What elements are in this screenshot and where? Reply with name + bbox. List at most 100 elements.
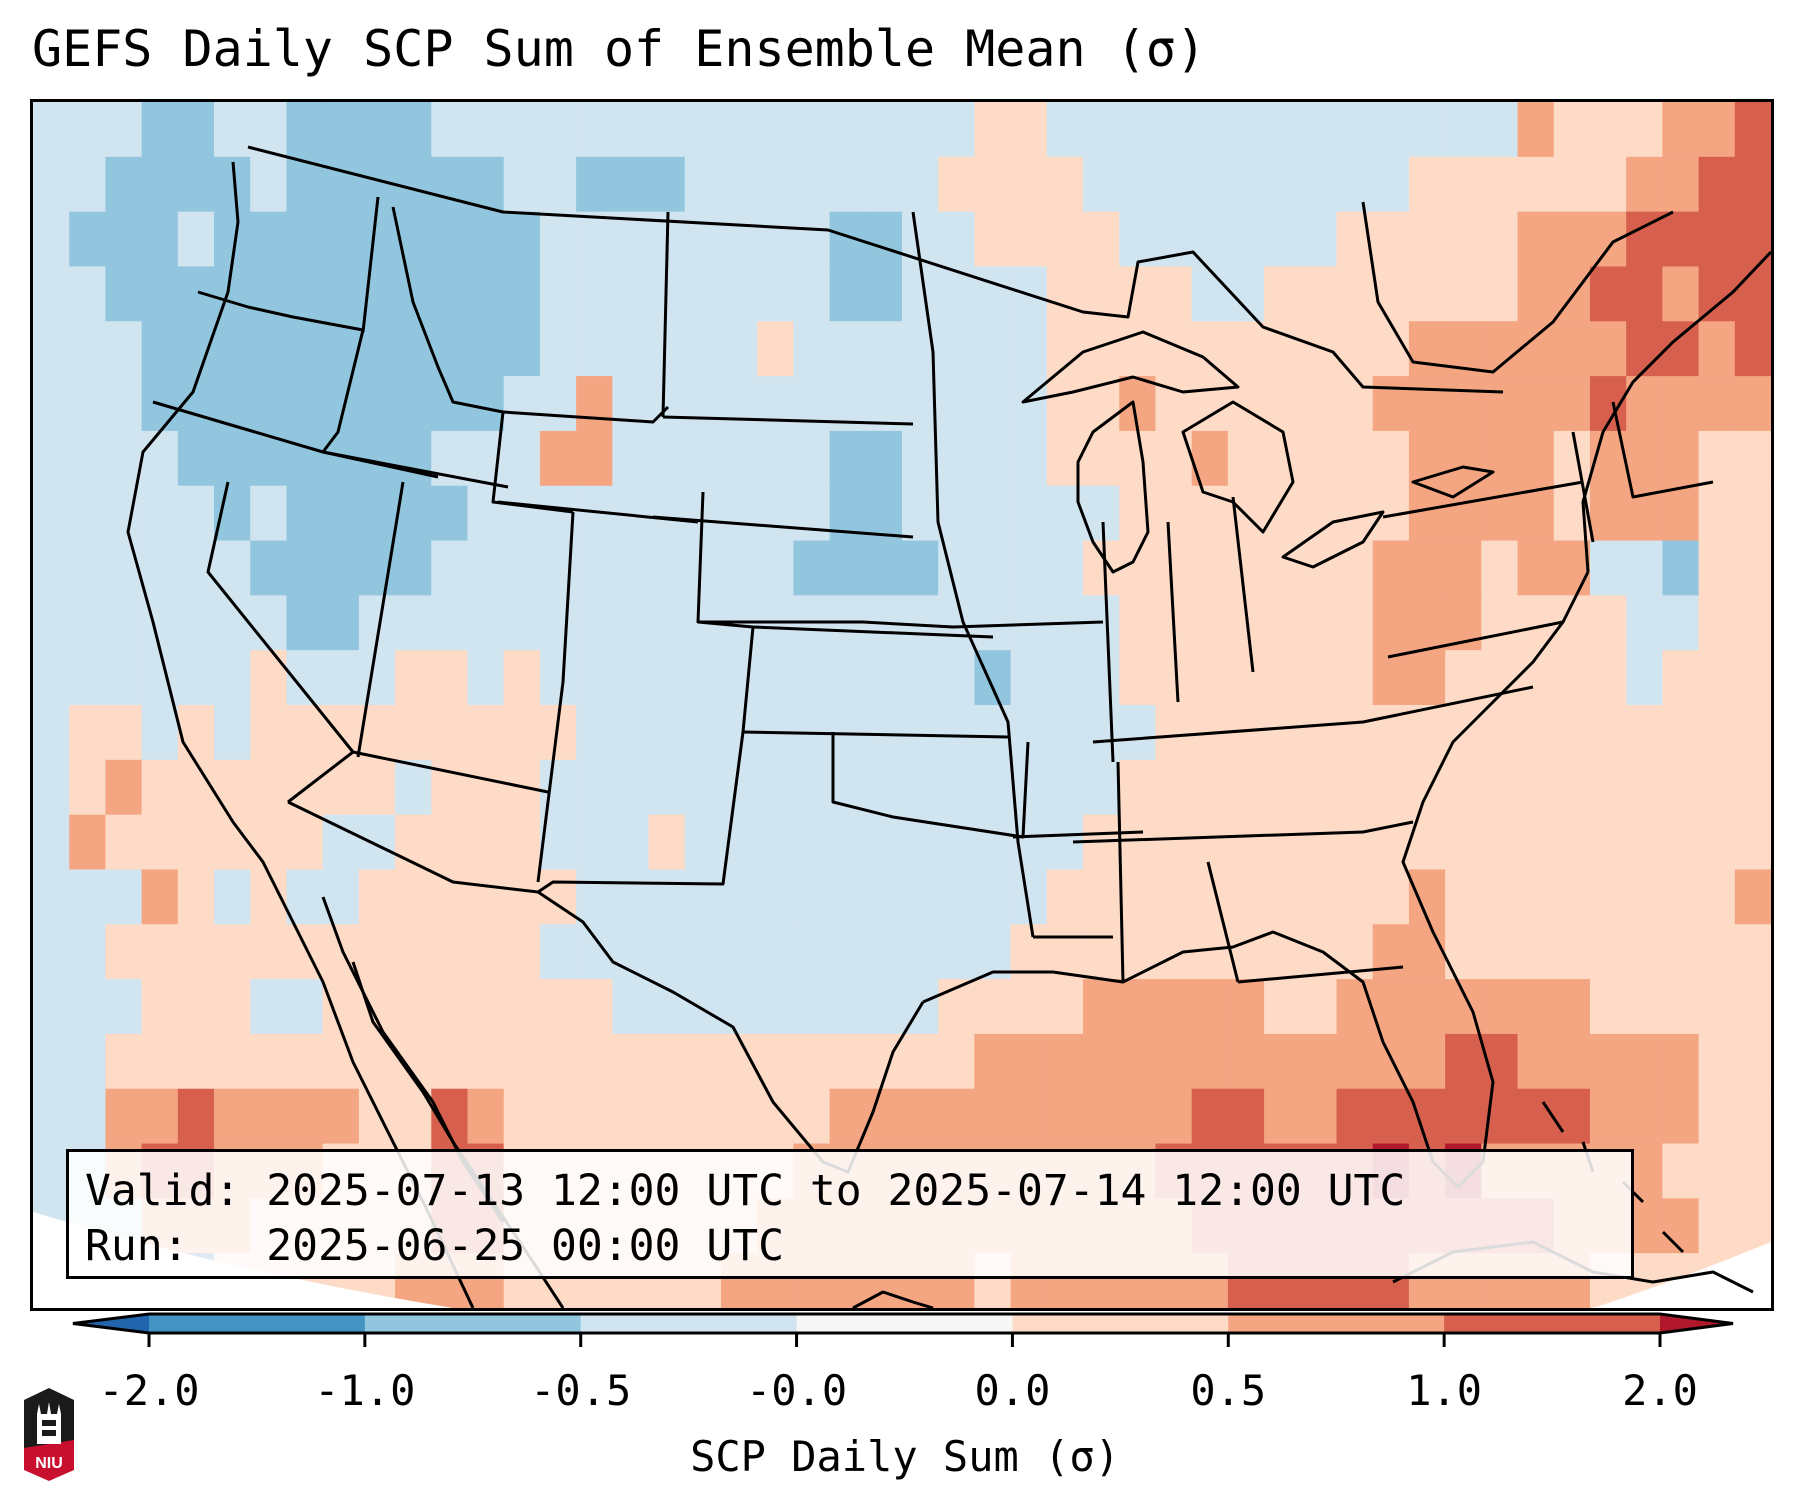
field-cell: [1336, 485, 1374, 542]
field-cell: [1481, 869, 1519, 925]
field-cell: [1227, 1088, 1265, 1145]
projection-edge-left: [33, 1212, 453, 1308]
field-cell: [793, 759, 831, 816]
field-cell: [214, 759, 251, 816]
field-cell: [576, 595, 613, 651]
field-cell: [214, 102, 251, 158]
field-cell: [1589, 814, 1627, 871]
field-cell: [1010, 979, 1048, 1035]
field-cell: [974, 979, 1012, 1035]
field-cell: [576, 1033, 613, 1090]
field-cell: [793, 924, 831, 980]
field-cell: [1336, 156, 1374, 213]
field-cell: [1626, 321, 1663, 377]
field-cell: [576, 814, 613, 871]
az-mexico-border: [287, 800, 539, 894]
field-cell: [902, 266, 939, 322]
field-cell: [974, 376, 1012, 432]
field-cell: [358, 979, 396, 1035]
field-cell: [467, 1088, 505, 1145]
field-cell: [1662, 485, 1700, 542]
field-cell: [1010, 485, 1048, 542]
field-cell: [793, 979, 831, 1035]
field-cell: [286, 211, 324, 268]
field-cell: [938, 759, 976, 816]
field-cell: [177, 759, 215, 816]
field-cell: [1119, 650, 1157, 706]
hudson-bay-shore: [1361, 201, 1674, 374]
field-cell: [1191, 759, 1229, 816]
field-cell: [69, 595, 107, 651]
field-cell: [757, 814, 794, 871]
field-cell: [974, 321, 1012, 377]
colorbar-segment: [1012, 1314, 1229, 1333]
field-cell: [865, 924, 903, 980]
field-cell: [177, 924, 215, 980]
field-cell: [1662, 1143, 1700, 1199]
field-cell: [1046, 540, 1084, 596]
field-cell: [1626, 650, 1663, 706]
ut-co-border: [561, 511, 575, 683]
field-cell: [1481, 595, 1519, 651]
field-cell: [1191, 266, 1229, 322]
field-cell: [1734, 156, 1771, 213]
field-cell: [793, 650, 831, 706]
niu-logo: NIU: [24, 1388, 74, 1481]
field-cell: [1372, 321, 1410, 377]
field-cell: [214, 376, 251, 432]
field-cell: [177, 869, 215, 925]
scp-field-layer: [33, 102, 1771, 1308]
field-cell: [1083, 869, 1120, 925]
field-cell: [1264, 211, 1301, 268]
valid-time-text: Valid: 2025-07-13 12:00 UTC to 2025-07-1…: [85, 1166, 1406, 1216]
field-cell: [1372, 924, 1410, 980]
field-cell: [177, 814, 215, 871]
field-cell: [431, 979, 469, 1035]
field-cell: [1626, 1088, 1663, 1145]
field-cell: [105, 430, 143, 487]
field-cell: [1227, 211, 1265, 268]
field-cell: [902, 869, 939, 925]
field-cell: [938, 595, 976, 651]
field-cell: [467, 650, 505, 706]
ny-vt-border: [1571, 431, 1595, 543]
field-cell: [720, 102, 758, 158]
field-cell: [648, 1033, 686, 1090]
field-cell: [1626, 869, 1663, 925]
field-cell: [1191, 979, 1229, 1035]
pa-ny-border: [1382, 480, 1584, 519]
field-cell: [1589, 595, 1627, 651]
field-cell: [1046, 924, 1084, 980]
field-cell: [1698, 102, 1736, 158]
field-cell: [1553, 759, 1591, 816]
field-cell: [612, 869, 650, 925]
field-cell: [1589, 705, 1627, 761]
field-cell: [1408, 156, 1446, 213]
field-cell: [1589, 869, 1627, 925]
field-cell: [1264, 430, 1301, 487]
field-cell: [1083, 705, 1120, 761]
field-cell: [69, 485, 107, 542]
field-cell: [1408, 705, 1446, 761]
field-cell: [1662, 430, 1700, 487]
field-cell: [684, 759, 722, 816]
field-cell: [648, 321, 686, 377]
field-cell: [612, 1088, 650, 1145]
field-cell: [720, 266, 758, 322]
field-cell: [684, 102, 722, 158]
field-cell: [1734, 321, 1771, 377]
run-time-text: Run: 2025-06-25 00:00 UTC: [85, 1221, 784, 1271]
field-cell: [467, 705, 505, 761]
field-cell: [1445, 540, 1482, 596]
colorbar-segment: [796, 1314, 1013, 1333]
field-cell: [1264, 266, 1301, 322]
field-cell: [1227, 1033, 1265, 1090]
in-oh-border: [1166, 521, 1180, 703]
nv-ca-border: [206, 481, 355, 753]
field-cell: [1300, 979, 1338, 1035]
field-cell: [1589, 1033, 1627, 1090]
field-cell: [286, 705, 324, 761]
field-cell: [358, 650, 396, 706]
field-cell: [793, 1033, 831, 1090]
projection-edge-right: [1593, 1242, 1771, 1308]
